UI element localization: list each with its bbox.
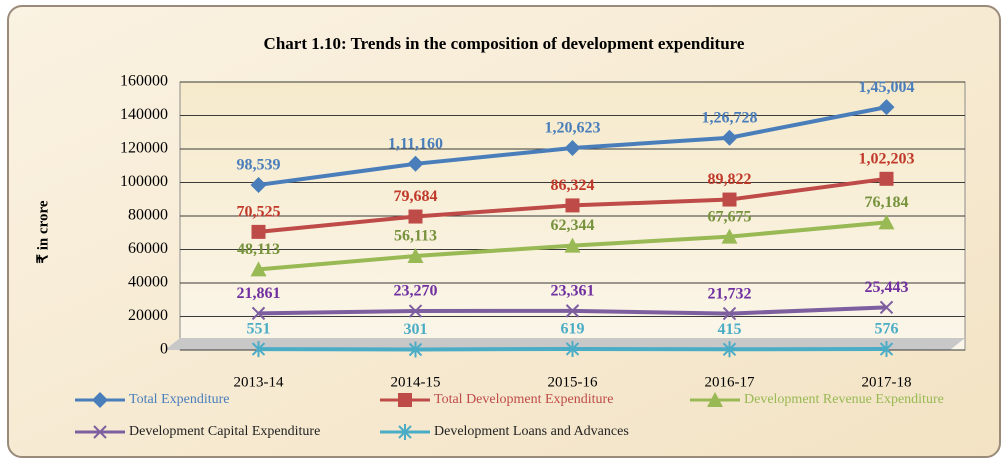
legend-label: Total Expenditure	[129, 392, 230, 407]
marker	[722, 306, 737, 321]
marker	[879, 171, 894, 186]
marker	[721, 129, 738, 146]
marker	[721, 228, 738, 244]
marker	[564, 237, 581, 253]
data-label: 301	[404, 321, 428, 338]
data-label: 21,732	[708, 285, 752, 302]
marker	[407, 248, 424, 264]
data-label: 86,324	[551, 177, 595, 194]
floor	[165, 338, 965, 350]
y-tick-label: 100000	[120, 173, 168, 190]
chart-title: Chart 1.10: Trends in the composition of…	[264, 34, 745, 53]
marker	[250, 261, 267, 277]
data-label: 21,861	[237, 285, 281, 302]
x-tick-label: 2014-15	[391, 374, 441, 390]
data-label: 79,684	[394, 188, 438, 205]
y-tick-label: 60000	[128, 240, 168, 257]
x-tick-label: 2016-17	[705, 374, 755, 390]
marker	[250, 176, 267, 193]
legend-label: Total Development Expenditure	[434, 392, 613, 407]
y-tick-label: 140000	[120, 106, 168, 123]
data-label: 23,361	[551, 283, 595, 300]
marker	[565, 304, 580, 318]
legend-label: Development Revenue Expenditure	[744, 392, 944, 407]
data-label: 98,539	[237, 157, 281, 174]
data-label: 551	[247, 321, 271, 338]
marker	[879, 341, 894, 358]
y-tick-label: 0	[160, 341, 168, 358]
marker	[722, 341, 737, 358]
marker	[878, 214, 895, 230]
marker	[565, 340, 580, 357]
data-label: 1,20,623	[545, 120, 601, 137]
data-label: 415	[718, 321, 742, 338]
legend-label: Development Capital Expenditure	[129, 424, 320, 439]
data-label: 89,822	[708, 171, 752, 188]
data-label: 70,525	[237, 204, 281, 221]
marker	[408, 341, 423, 358]
data-label: 1,02,203	[859, 150, 915, 167]
marker	[407, 155, 424, 172]
x-tick-label: 2015-16	[548, 374, 598, 390]
x-tick-label: 2013-14	[234, 374, 284, 390]
data-label: 576	[875, 321, 899, 338]
data-label: 67,675	[708, 208, 752, 225]
marker	[408, 304, 423, 318]
marker	[93, 425, 107, 439]
x-tick-label: 2017-18	[862, 374, 912, 390]
y-tick-label: 40000	[128, 274, 168, 291]
data-label: 619	[561, 321, 585, 338]
marker	[251, 224, 266, 239]
data-label: 23,270	[394, 283, 438, 300]
data-label: 1,45,004	[859, 79, 915, 96]
y-axis-label: ₹ in crore	[35, 200, 51, 263]
y-tick-label: 120000	[120, 140, 168, 157]
marker	[398, 424, 412, 440]
marker	[251, 306, 266, 321]
y-tick-label: 80000	[128, 207, 168, 224]
marker	[564, 139, 581, 156]
marker	[707, 392, 723, 407]
data-label: 56,113	[394, 228, 437, 245]
marker	[878, 99, 895, 116]
marker	[565, 198, 580, 213]
data-label: 48,113	[237, 241, 280, 258]
data-label: 76,184	[865, 194, 909, 211]
marker	[398, 393, 412, 407]
data-label: 1,11,160	[388, 135, 443, 152]
data-label: 62,344	[551, 217, 595, 234]
marker	[92, 392, 108, 408]
legend-label: Development Loans and Advances	[434, 424, 629, 439]
marker	[722, 192, 737, 207]
data-label: 25,443	[865, 279, 909, 296]
y-tick-label: 160000	[120, 73, 168, 90]
marker	[251, 341, 266, 358]
marker	[408, 209, 423, 224]
y-tick-label: 20000	[128, 307, 168, 324]
marker	[879, 300, 894, 315]
data-label: 1,26,728	[702, 109, 758, 126]
